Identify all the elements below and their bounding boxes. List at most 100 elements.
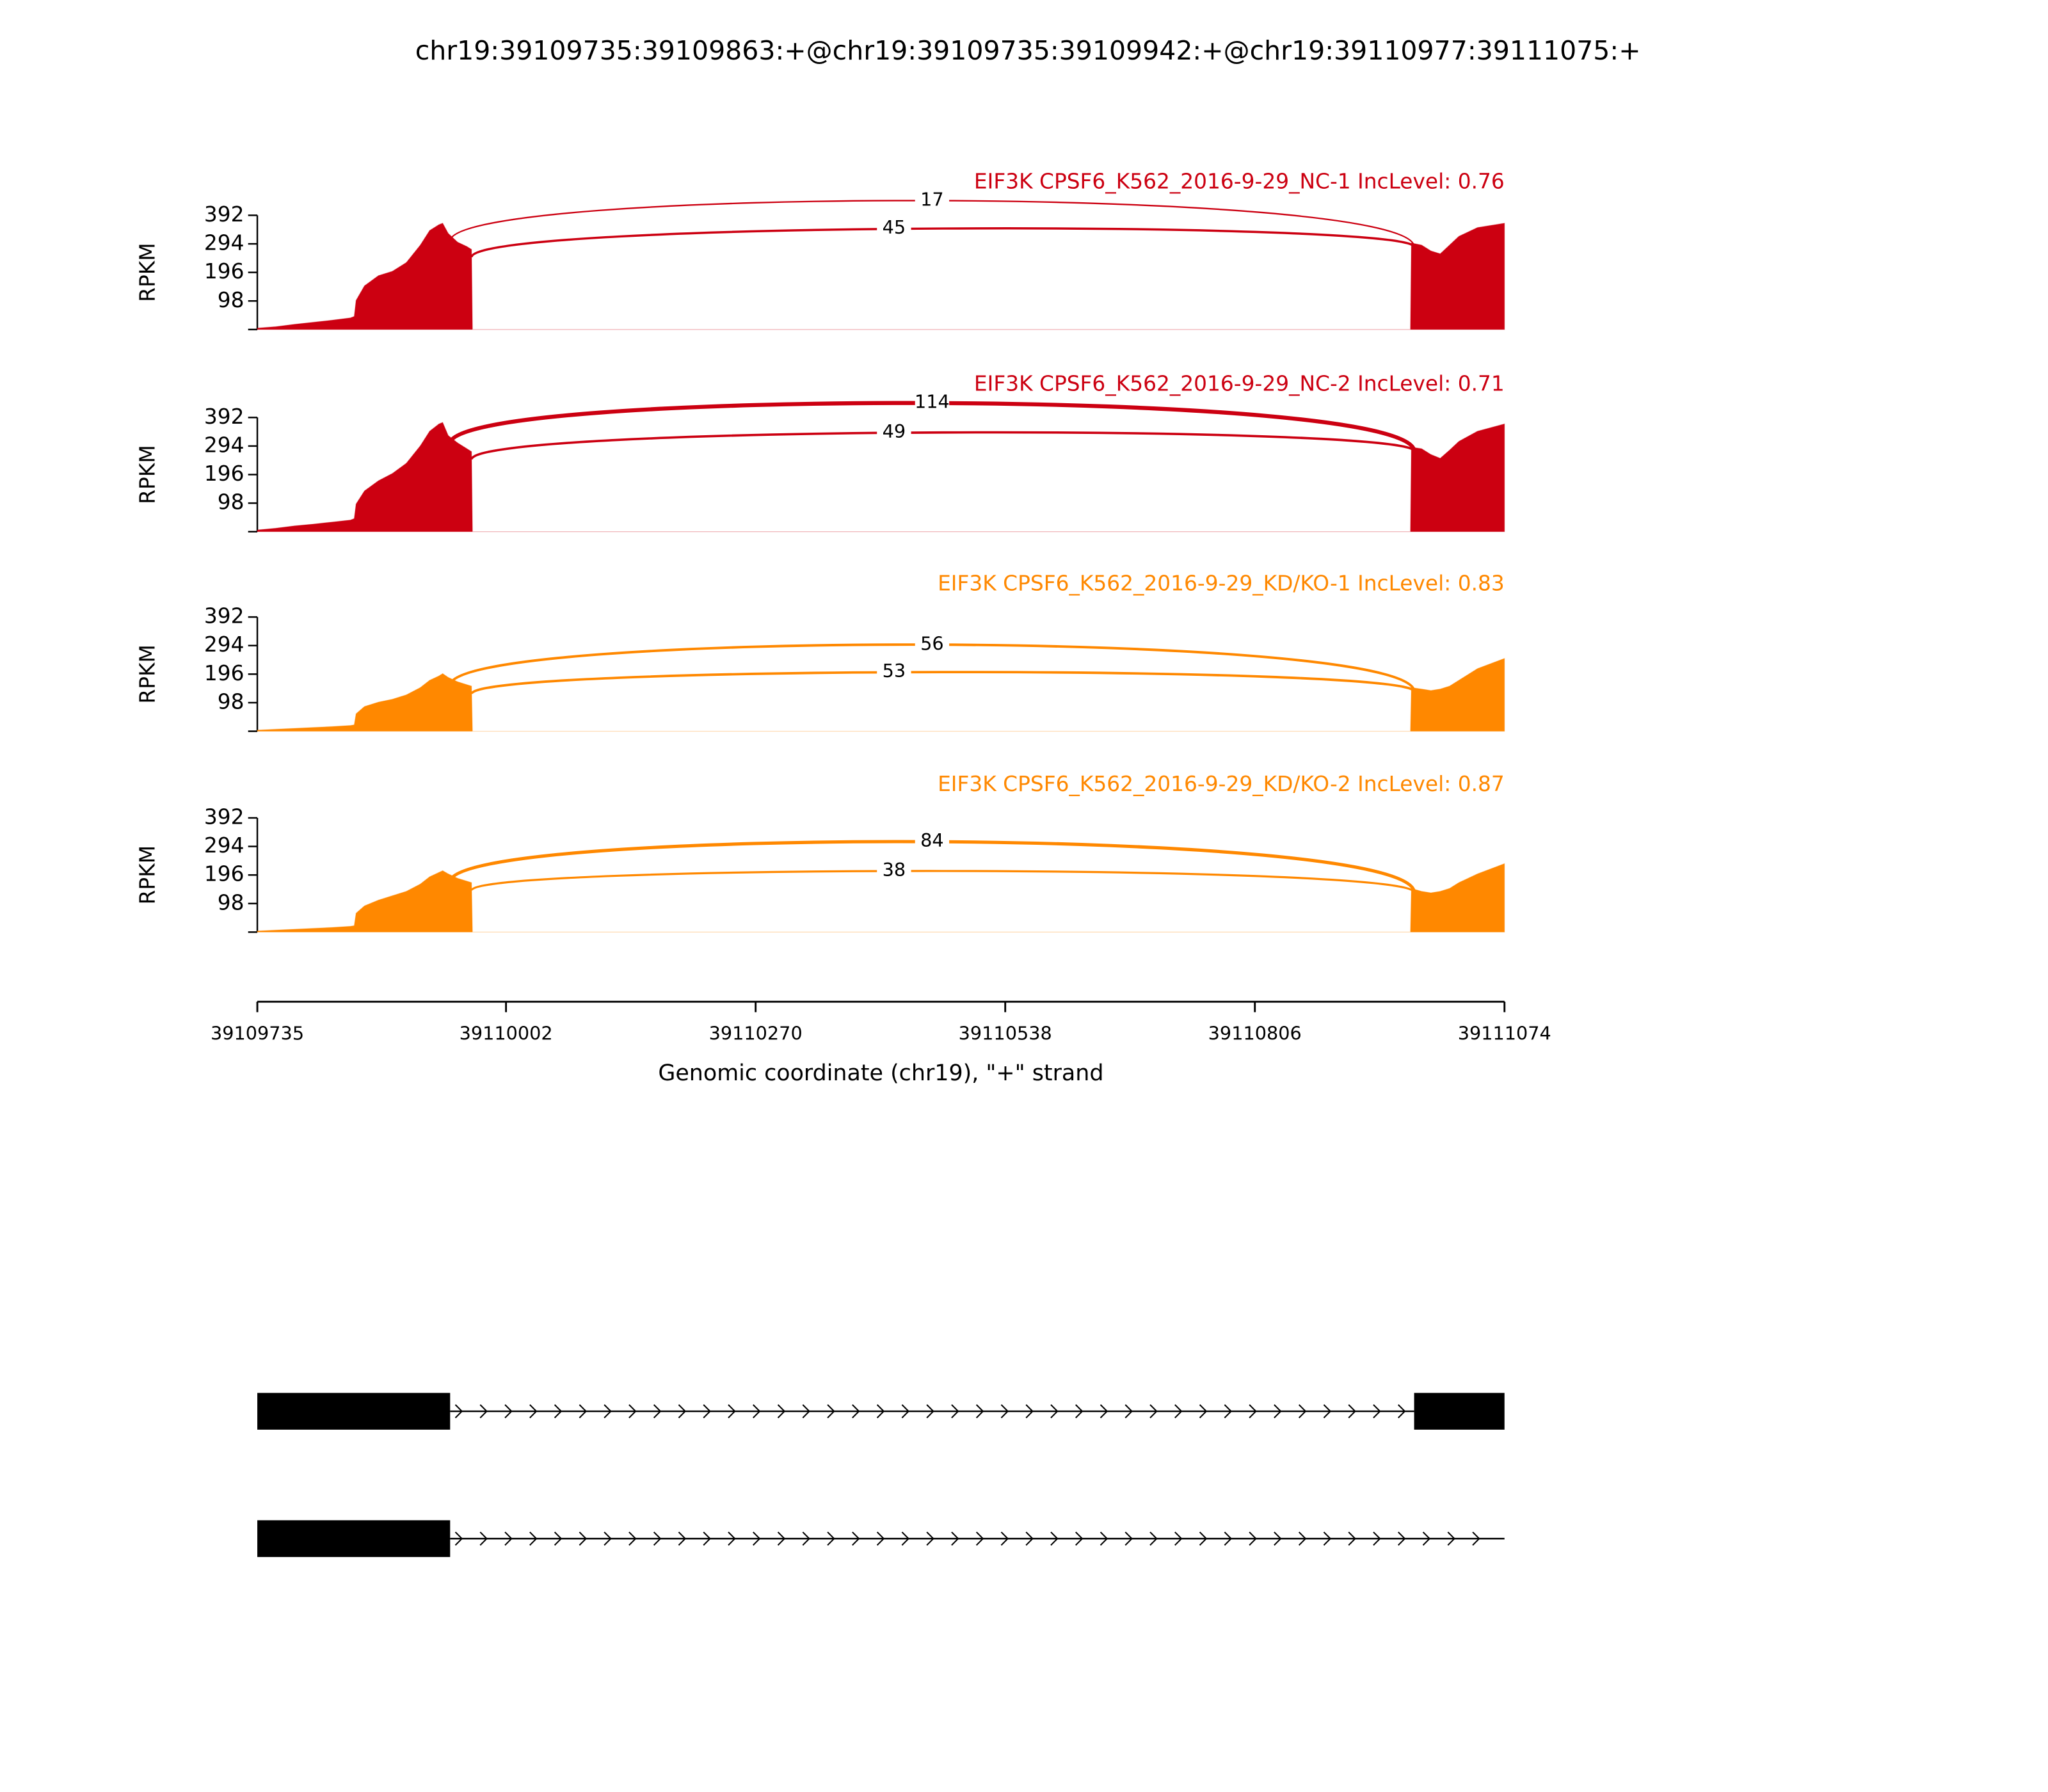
strand-arrow [1000,1404,1009,1419]
junction-count: 45 [883,216,906,238]
junction-count: 114 [915,391,950,413]
strand-arrow [975,1404,984,1419]
junction-count: 49 [883,420,906,442]
strand-arrow [604,1532,612,1546]
panel-title: EIF3K CPSF6_K562_2016-9-29_KD/KO-1 IncLe… [938,571,1505,595]
strand-arrow [1224,1404,1233,1419]
strand-arrow [753,1532,761,1546]
panel-title: EIF3K CPSF6_K562_2016-9-29_KD/KO-2 IncLe… [938,772,1505,796]
y-axis-label: RPKM [135,845,159,904]
junction-label-bg [877,422,911,444]
y-tick-label: 294 [204,433,244,457]
y-tick-label: 196 [204,461,244,486]
strand-arrow [1348,1404,1356,1419]
junction-label-bg [915,392,950,414]
strand-arrow [1149,1532,1158,1546]
junction-count: 56 [920,632,944,654]
strand-arrow [1075,1532,1084,1546]
y-tick-label: 98 [218,689,244,714]
strand-arrow [777,1404,786,1419]
strand-arrow [926,1404,934,1419]
panel-title: EIF3K CPSF6_K562_2016-9-29_NC-1 IncLevel… [974,170,1505,194]
strand-arrow [802,1532,810,1546]
junction-arc [470,431,1416,460]
y-tick-label: 392 [204,202,244,227]
strand-arrow [1199,1532,1208,1546]
strand-arrow [1199,1404,1208,1419]
strand-arrow [827,1532,835,1546]
strand-arrow [951,1404,959,1419]
y-tick-label: 392 [204,804,244,829]
strand-arrow [1398,1404,1406,1419]
strand-arrow [479,1404,488,1419]
strand-arrow [1323,1404,1332,1419]
strand-arrow [777,1532,786,1546]
junction-label-bg [877,661,911,683]
coverage-area [257,422,1505,532]
strand-arrow [554,1532,563,1546]
y-tick-label: 392 [204,604,244,628]
strand-arrow [504,1404,513,1419]
junction-label-bg [915,190,950,211]
strand-arrow [1100,1404,1108,1419]
y-tick-label: 98 [218,288,244,312]
junction-label-bg [915,831,950,852]
strand-arrow [678,1404,687,1419]
strand-arrow [1323,1532,1332,1546]
strand-arrow [1124,1404,1133,1419]
junction-arc [470,870,1416,893]
strand-arrow [876,1532,885,1546]
strand-arrow [1472,1532,1480,1546]
strand-arrow [1398,1532,1406,1546]
y-tick-label: 294 [204,632,244,657]
strand-arrow [901,1404,910,1419]
strand-arrow [1249,1532,1257,1546]
strand-arrow [454,1532,463,1546]
panel-title: EIF3K CPSF6_K562_2016-9-29_NC-2 IncLevel… [974,372,1505,396]
strand-arrow [479,1532,488,1546]
junction-arc [470,227,1416,258]
y-tick-label: 294 [204,833,244,858]
junction-count: 53 [883,660,906,682]
junction-count: 38 [883,859,906,881]
strand-arrow [827,1404,835,1419]
strand-arrow [1298,1404,1307,1419]
strand-arrow [628,1532,637,1546]
strand-arrow [1100,1532,1108,1546]
strand-arrow [1373,1532,1381,1546]
strand-arrow [1422,1532,1431,1546]
strand-arrow [1274,1532,1282,1546]
strand-arrow [604,1404,612,1419]
strand-arrow [753,1404,761,1419]
junction-label-bg [877,218,911,239]
strand-arrow [703,1532,711,1546]
strand-arrow [1348,1532,1356,1546]
y-tick-label: 196 [204,862,244,886]
y-tick-label: 196 [204,259,244,284]
strand-arrow [852,1532,860,1546]
strand-arrow [678,1532,687,1546]
strand-arrow [1025,1404,1034,1419]
x-tick-label: 39110002 [460,1022,553,1044]
junction-arc [470,671,1416,696]
y-axis-label: RPKM [135,445,159,504]
junction-label-bg [915,634,950,655]
strand-arrow [852,1404,860,1419]
x-tick-label: 39111074 [1458,1022,1551,1044]
y-tick-label: 98 [218,890,244,915]
strand-arrow [454,1404,463,1419]
plot-title: chr19:39109735:39109863:+@chr19:39109735… [415,35,1641,66]
strand-arrow [1174,1404,1183,1419]
strand-arrow [529,1532,538,1546]
strand-arrow [579,1532,588,1546]
strand-arrow [628,1404,637,1419]
x-tick-label: 39109735 [211,1022,304,1044]
junction-count: 17 [920,188,944,210]
strand-arrow [1124,1532,1133,1546]
y-tick-label: 294 [204,231,244,255]
y-tick-label: 392 [204,404,244,429]
strand-arrow [926,1532,934,1546]
strand-arrow [1075,1404,1084,1419]
strand-arrow [579,1404,588,1419]
